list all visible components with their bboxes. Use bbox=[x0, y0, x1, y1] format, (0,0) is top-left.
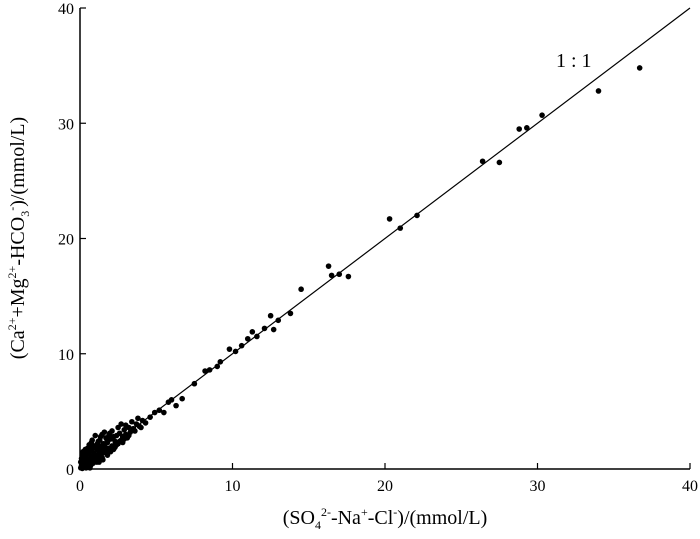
data-point bbox=[232, 348, 239, 355]
data-point bbox=[142, 420, 149, 426]
data-point bbox=[95, 438, 102, 445]
data-point bbox=[226, 346, 233, 352]
data-points bbox=[77, 65, 643, 472]
data-point bbox=[106, 430, 113, 437]
x-tick-label: 0 bbox=[76, 478, 84, 495]
data-point bbox=[254, 333, 260, 340]
y-tick-label: 0 bbox=[66, 462, 74, 479]
data-point bbox=[105, 447, 112, 454]
data-point bbox=[386, 216, 393, 222]
data-point bbox=[275, 317, 282, 324]
data-point bbox=[173, 402, 179, 409]
x-tick-label: 20 bbox=[377, 478, 393, 495]
y-axis-label: (Ca2++Mg2+-HCO3-)/(mmol/L) bbox=[5, 117, 32, 359]
data-point bbox=[122, 422, 129, 429]
data-point bbox=[496, 159, 503, 166]
data-point bbox=[99, 454, 105, 461]
data-point bbox=[101, 429, 108, 435]
data-point bbox=[121, 427, 128, 433]
plot-area: 0 10 20 30 40 0 10 20 30 40 bbox=[58, 1, 698, 495]
data-point bbox=[96, 459, 102, 465]
data-point bbox=[397, 225, 404, 231]
data-point bbox=[328, 272, 335, 279]
data-point bbox=[132, 428, 138, 434]
x-tick-label: 30 bbox=[530, 478, 546, 495]
data-point bbox=[524, 125, 530, 131]
axis-ticks: 0 10 20 30 40 0 10 20 30 40 bbox=[58, 1, 698, 495]
data-point bbox=[325, 263, 332, 269]
data-point bbox=[202, 368, 208, 374]
data-point bbox=[179, 395, 185, 402]
data-point bbox=[121, 436, 128, 442]
data-point bbox=[636, 65, 643, 71]
y-tick-label: 20 bbox=[58, 232, 74, 249]
data-point bbox=[129, 418, 135, 425]
data-point bbox=[118, 421, 124, 427]
data-point bbox=[214, 363, 221, 370]
data-point bbox=[206, 367, 213, 373]
data-point bbox=[97, 433, 104, 440]
data-point bbox=[267, 312, 274, 319]
data-point bbox=[151, 409, 158, 416]
data-point bbox=[336, 271, 343, 278]
data-point bbox=[516, 126, 522, 132]
reference-line-group bbox=[79, 7, 691, 470]
data-point bbox=[191, 380, 198, 387]
y-tick-label: 40 bbox=[58, 1, 74, 18]
data-point bbox=[147, 414, 153, 420]
data-point bbox=[126, 432, 132, 439]
data-point bbox=[156, 407, 163, 414]
x-axis-label: (SO42--Na+-Cl-)/(mmol/L) bbox=[283, 505, 488, 532]
data-point bbox=[138, 424, 144, 431]
annotation-1-1: 1 : 1 bbox=[556, 50, 592, 72]
data-point bbox=[88, 439, 95, 446]
data-point bbox=[94, 452, 101, 458]
data-point bbox=[479, 158, 486, 165]
data-point bbox=[92, 432, 99, 439]
data-point bbox=[270, 326, 277, 333]
data-point bbox=[414, 212, 420, 219]
data-point bbox=[298, 286, 304, 293]
data-point bbox=[81, 455, 87, 462]
data-point bbox=[261, 325, 268, 332]
data-point bbox=[103, 436, 110, 442]
data-point bbox=[217, 359, 224, 365]
data-point bbox=[595, 88, 602, 94]
y-tick-label: 10 bbox=[58, 347, 74, 364]
x-tick-label: 40 bbox=[682, 478, 698, 495]
data-point bbox=[287, 310, 294, 317]
data-point bbox=[87, 465, 93, 471]
x-tick-label: 10 bbox=[225, 478, 241, 495]
data-point bbox=[238, 342, 245, 349]
data-point bbox=[249, 329, 256, 335]
y-tick-label: 30 bbox=[58, 116, 74, 133]
reference-line-1-1 bbox=[79, 7, 691, 470]
data-point bbox=[161, 409, 167, 416]
data-point bbox=[135, 415, 141, 422]
data-point bbox=[168, 397, 175, 403]
data-point bbox=[539, 112, 545, 118]
data-point bbox=[93, 444, 99, 450]
data-point bbox=[244, 335, 251, 342]
data-point bbox=[84, 450, 90, 456]
data-point bbox=[110, 433, 117, 440]
data-point bbox=[345, 273, 352, 280]
